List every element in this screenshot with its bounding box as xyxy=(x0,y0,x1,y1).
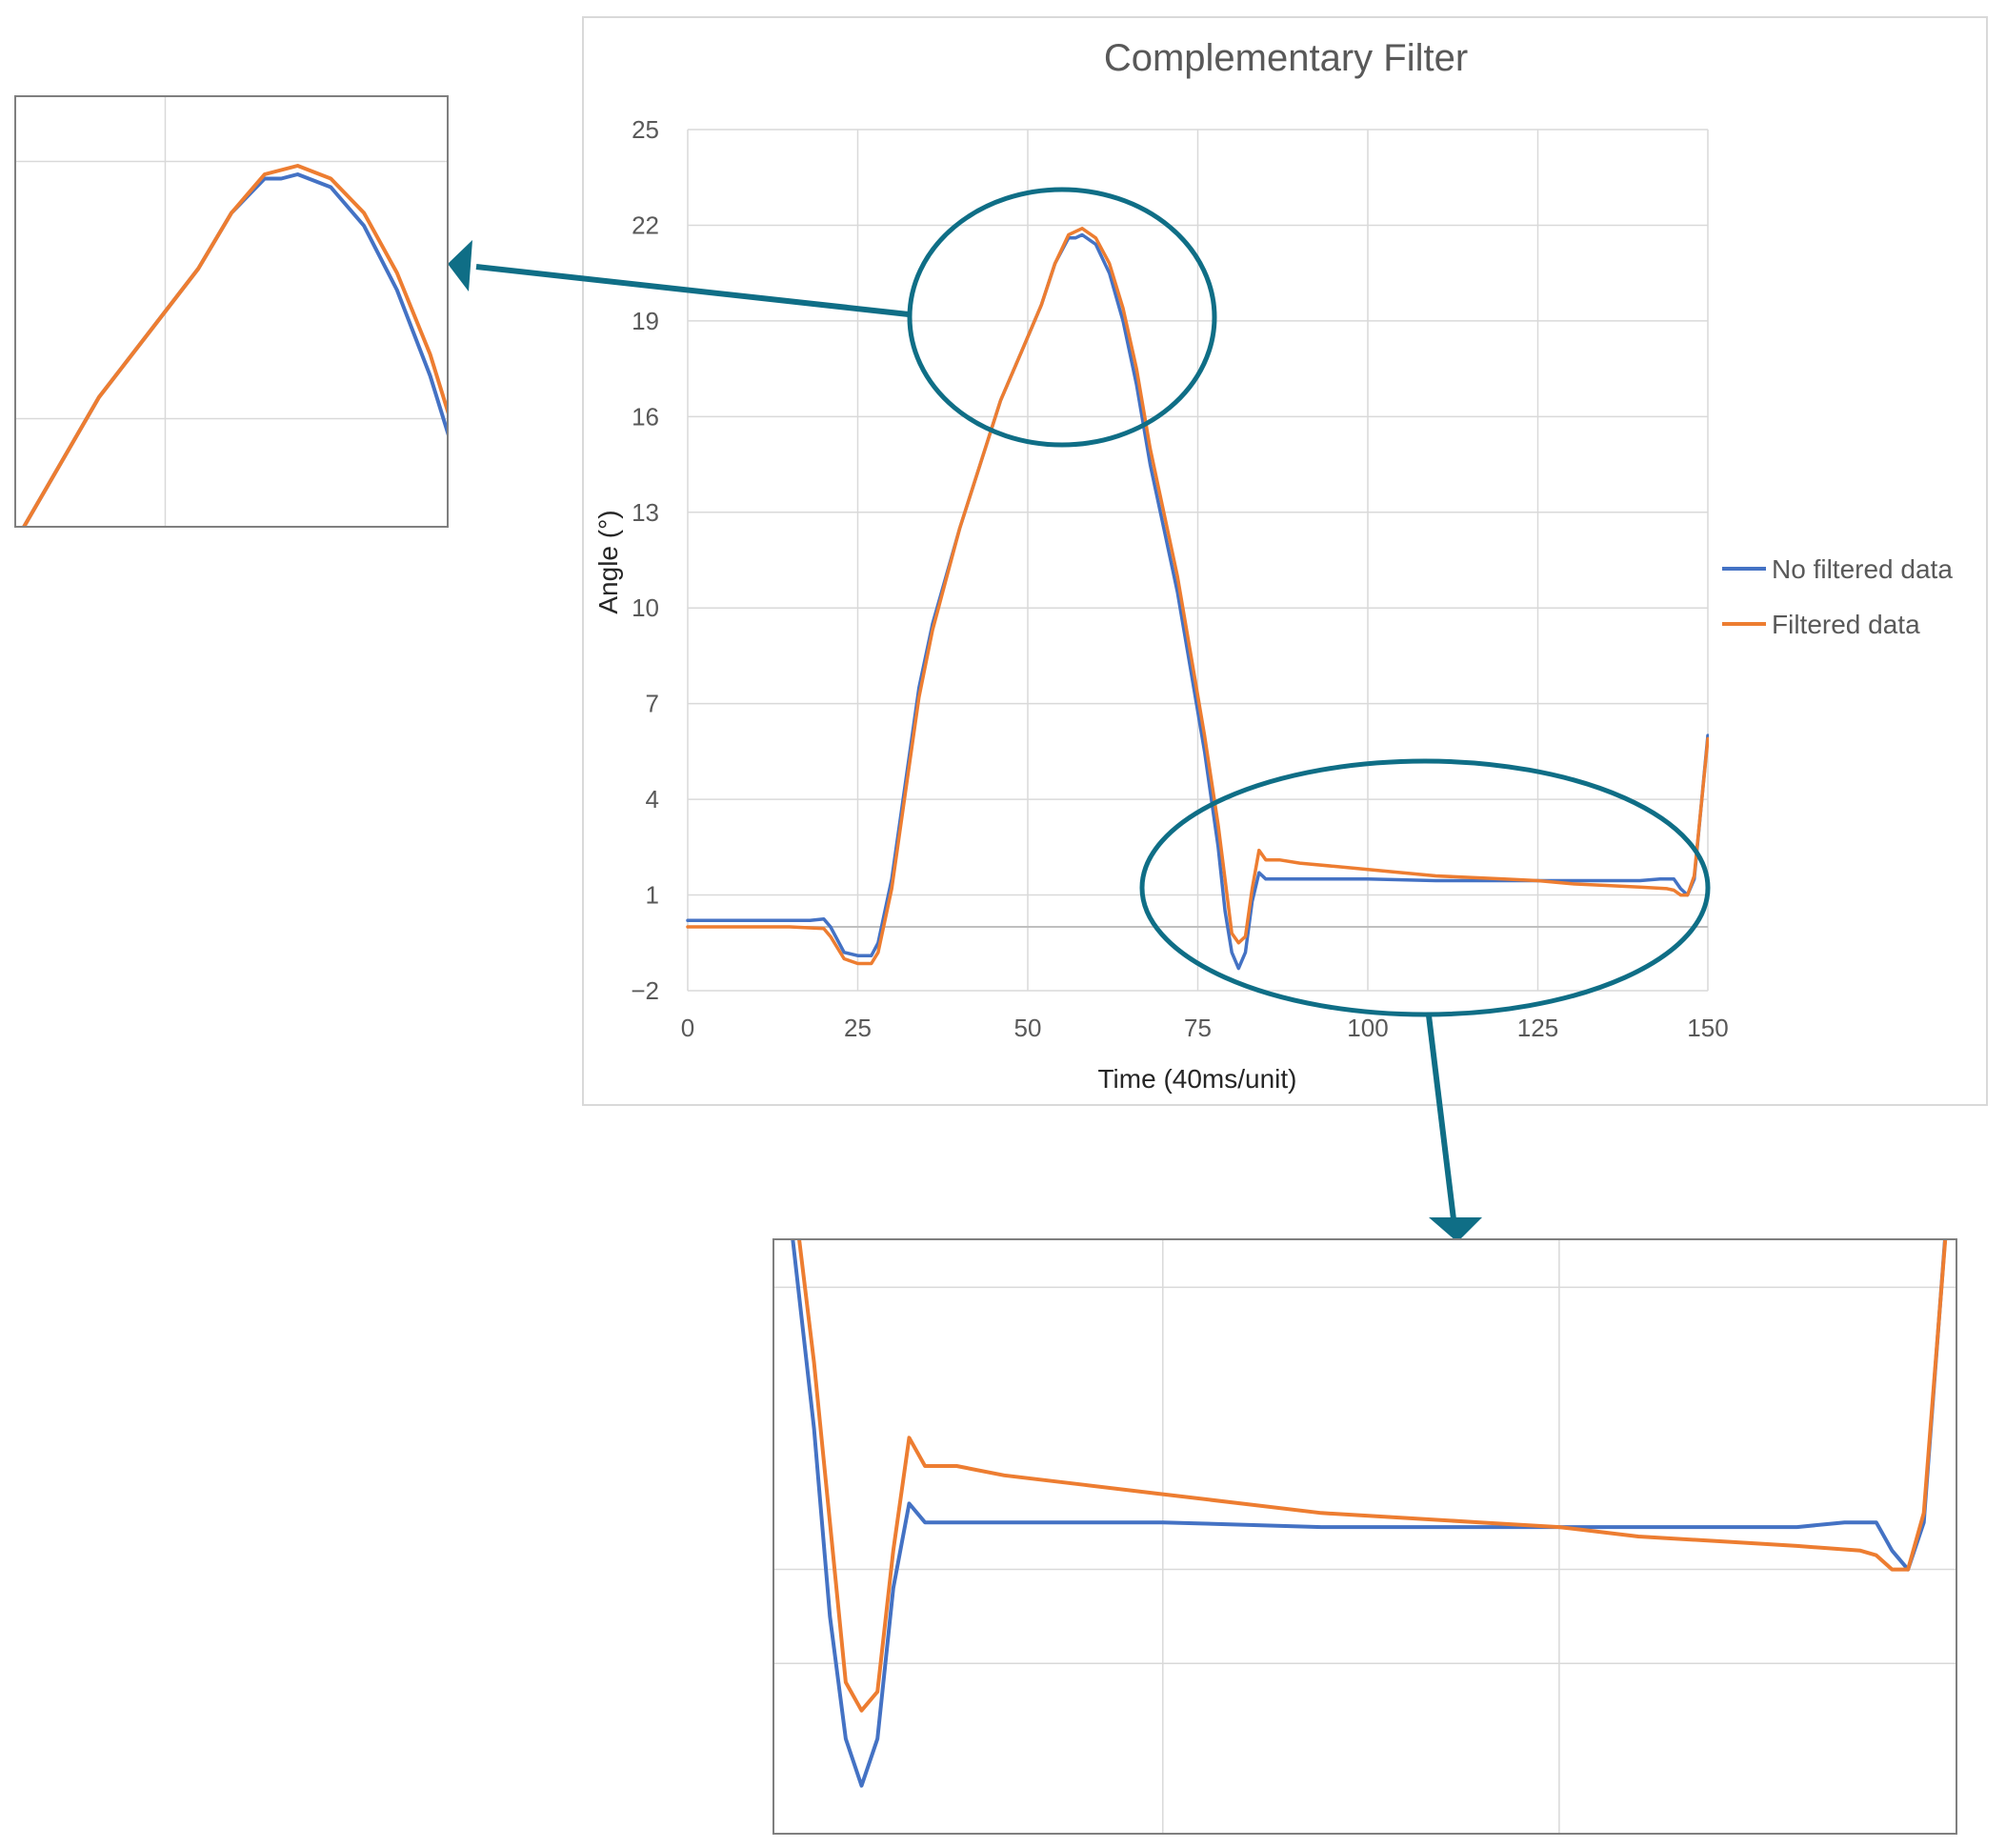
main-chart: Complementary Filter −2 1 4 7 10 13 16 19 22 25 0 2… xyxy=(582,16,1988,1106)
y-tick-label: 22 xyxy=(632,211,659,239)
peak-callout-arrow-line xyxy=(475,264,910,317)
main-gridlines xyxy=(687,129,1709,992)
legend: No filtered data Filtered data xyxy=(1722,554,1953,639)
series-line-filtered-data xyxy=(797,1240,1948,1713)
zoom-inset-tail-frame xyxy=(772,1238,1957,1835)
y-tick-label: 19 xyxy=(632,307,659,335)
peak-callout-arrowhead xyxy=(448,240,472,291)
legend-label-filtered-data: Filtered data xyxy=(1772,610,1920,639)
zoom-inset-peak-frame xyxy=(14,95,449,528)
chart-title: Complementary Filter xyxy=(1104,37,1468,79)
chart-area-border xyxy=(582,16,1988,1106)
y-tick-label: 10 xyxy=(632,593,659,622)
zoom-inset-peak-series xyxy=(22,164,447,526)
x-tick-label: 125 xyxy=(1517,1014,1558,1042)
tail-callout-arrow-line xyxy=(1426,1014,1456,1220)
zoom-inset-tail xyxy=(772,1238,1957,1835)
legend-label-no-filtered-data: No filtered data xyxy=(1772,554,1953,584)
series-line-no-filtered-data xyxy=(791,1240,1947,1788)
zoom-inset-peak xyxy=(14,95,449,528)
y-tick-label: 7 xyxy=(646,690,659,718)
main-tick-labels: −2 1 4 7 10 13 16 19 22 25 0 25 50 75 100 125 150 xyxy=(631,115,1728,1042)
series-line-no-filtered-data xyxy=(686,232,1709,971)
y-tick-label: 4 xyxy=(646,785,659,814)
y-tick-label: 25 xyxy=(632,115,659,144)
x-tick-label: 0 xyxy=(681,1014,694,1042)
zoom-inset-tail-series xyxy=(791,1240,1948,1788)
series-line-no-filtered-data xyxy=(22,172,447,526)
y-tick-label: 13 xyxy=(632,498,659,527)
y-tick-label: 1 xyxy=(646,881,659,910)
x-axis-title: Time (40ms/unit) xyxy=(1097,1064,1296,1094)
y-tick-label: 16 xyxy=(632,402,659,431)
zoom-inset-tail-gridlines xyxy=(774,1240,1956,1833)
peak-highlight xyxy=(448,187,1217,448)
x-tick-label: 100 xyxy=(1347,1014,1388,1042)
y-axis-title: Angle (°) xyxy=(593,510,623,613)
main-series xyxy=(686,227,1709,971)
x-tick-label: 150 xyxy=(1687,1014,1728,1042)
tail-highlight xyxy=(1139,758,1711,1242)
x-tick-label: 25 xyxy=(844,1014,872,1042)
y-tick-label: −2 xyxy=(631,976,659,1005)
peak-highlight-ellipse xyxy=(907,187,1217,448)
x-tick-label: 75 xyxy=(1184,1014,1212,1042)
series-line-filtered-data xyxy=(686,227,1709,966)
tail-highlight-ellipse xyxy=(1139,758,1711,1017)
x-tick-label: 50 xyxy=(1014,1014,1042,1042)
tail-callout-arrowhead xyxy=(1429,1217,1482,1242)
